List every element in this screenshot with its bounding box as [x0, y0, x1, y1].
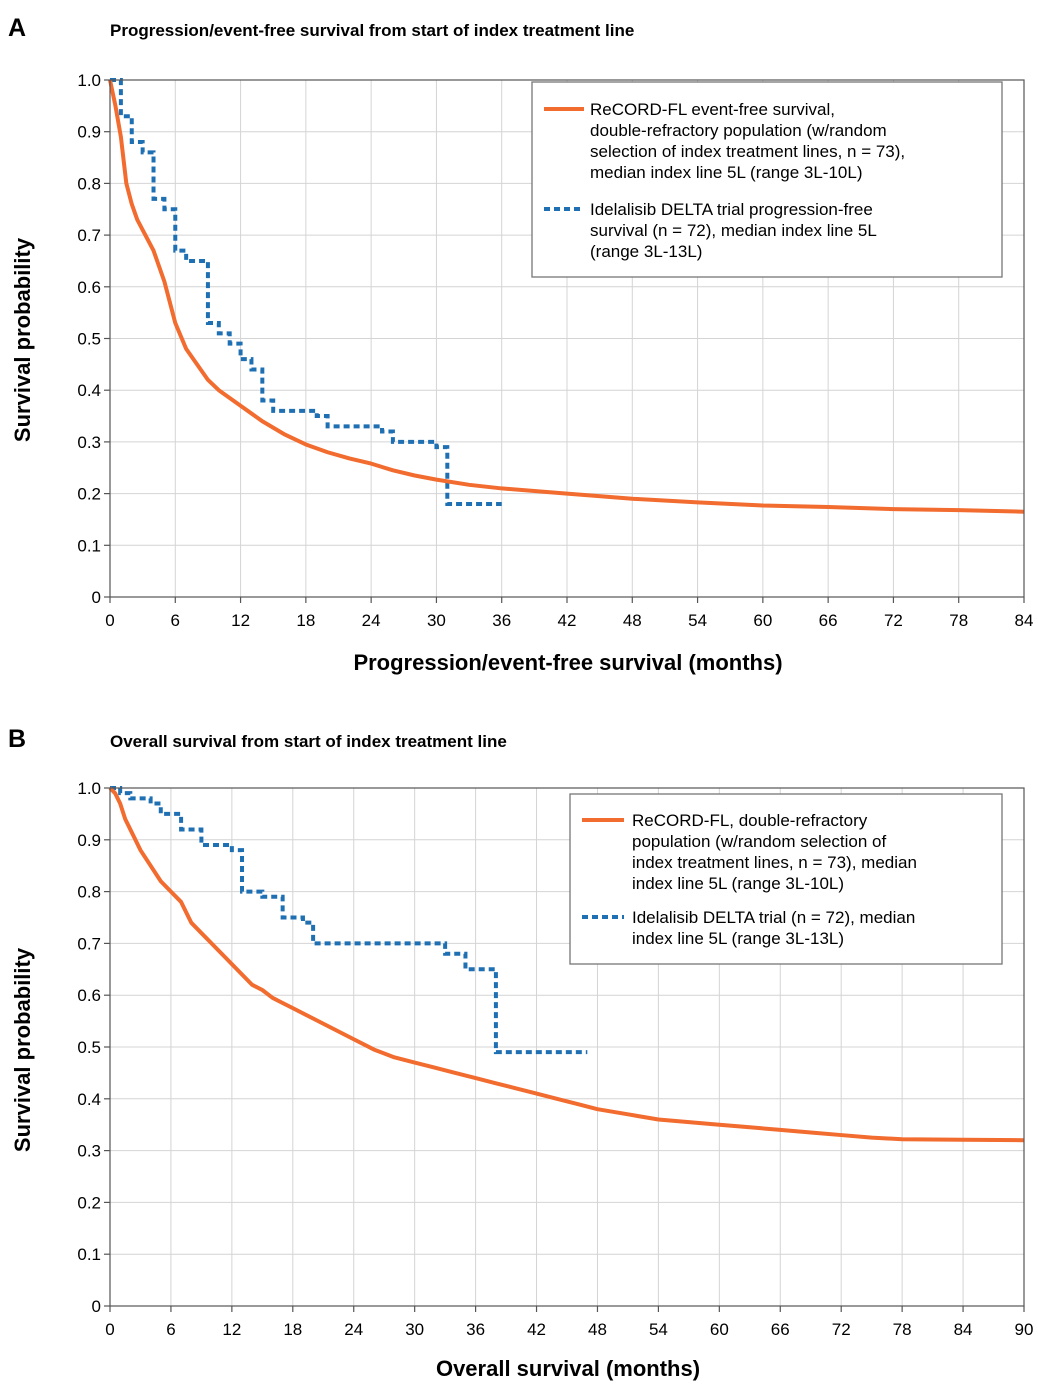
panel-a-title: Progression/event-free survival from sta…	[110, 21, 634, 40]
panel-b-y-tick-label: 0.2	[77, 1193, 101, 1212]
panel-a-y-tick-label: 0.2	[77, 485, 101, 504]
panel-b-x-tick-label: 18	[283, 1320, 302, 1339]
panel-a-x-tick-label: 18	[296, 611, 315, 630]
panel-a-ticks: 0 6 12 18 24 30 36 42 48 54 60 66 72 78 84 0 0.1 0.2 0.3 0.…	[77, 71, 1033, 630]
panel-a-x-tick-label: 30	[427, 611, 446, 630]
panel-b-legend-delta-line-2: index line 5L (range 3L-13L)	[632, 929, 844, 948]
panel-a-x-tick-label: 54	[688, 611, 707, 630]
panel-a-x-tick-label: 72	[884, 611, 903, 630]
panel-a-y-axis-title: Survival probability	[10, 237, 35, 442]
panel-b-legend-recordfl-line-4: index line 5L (range 3L-10L)	[632, 874, 844, 893]
panel-a-y-tick-label: 0.9	[77, 123, 101, 142]
panel-b-y-tick-label: 0.5	[77, 1038, 101, 1057]
panel-b-x-tick-label: 12	[222, 1320, 241, 1339]
panel-a-series-recordfl	[108, 79, 1025, 514]
panel-b-x-tick-label: 72	[832, 1320, 851, 1339]
panel-a-x-tick-label: 0	[105, 611, 114, 630]
panel-a-x-tick-label: 12	[231, 611, 250, 630]
panel-b-x-tick-label: 30	[405, 1320, 424, 1339]
panel-b-x-tick-label: 42	[527, 1320, 546, 1339]
panel-a-x-tick-label: 36	[492, 611, 511, 630]
panel-a-legend-delta-line-1: Idelalisib DELTA trial progression-free	[590, 200, 873, 219]
panel-a-y-tick-label: 0.8	[77, 174, 101, 193]
panel-a-legend-recordfl-line-4: median index line 5L (range 3L-10L)	[590, 163, 863, 182]
panel-b-x-tick-label: 54	[649, 1320, 668, 1339]
panel-b-legend-recordfl-line-3: index treatment lines, n = 73), median	[632, 853, 917, 872]
panel-b-legend-delta-line-1: Idelalisib DELTA trial (n = 72), median	[632, 908, 915, 927]
panel-a-y-tick-label: 0.7	[77, 226, 101, 245]
panel-a-y-tick-label: 0.4	[77, 381, 101, 400]
panel-b-y-tick-label: 0.6	[77, 986, 101, 1005]
panel-b-y-tick-label: 0.8	[77, 883, 101, 902]
panel-a-y-tick-label: 0.6	[77, 278, 101, 297]
panel-b-series	[108, 786, 1025, 1143]
panel-a-legend-recordfl-line-3: selection of index treatment lines, n = …	[590, 142, 905, 161]
panel-b-x-tick-label: 66	[771, 1320, 790, 1339]
panel-b-x-tick-label: 48	[588, 1320, 607, 1339]
panel-b-legend-box	[569, 793, 1003, 965]
panel-a-legend: ReCORD-FL event-free survival, double-re…	[531, 81, 1003, 278]
panel-a: A Progression/event-free survival from s…	[8, 14, 1033, 675]
panel-b: B Overall survival from start of index t…	[8, 725, 1033, 1381]
panel-b-series-delta	[110, 786, 588, 1055]
panel-b-legend-recordfl-line-2: population (w/random selection of	[632, 832, 886, 851]
panel-a-y-tick-label: 0	[92, 588, 101, 607]
panel-a-y-tick-label: 0.3	[77, 433, 101, 452]
panel-b-y-axis-title: Survival probability	[10, 947, 35, 1152]
panel-b-ticks: 0 6 12 18 24 30 36 42 48 54 60 66 72 78 84 90 0 0.1 0.2 0.3…	[77, 779, 1033, 1339]
panel-a-y-tick-label: 1.0	[77, 71, 101, 90]
panel-b-x-axis-title: Overall survival (months)	[436, 1356, 700, 1381]
panel-b-x-tick-label: 60	[710, 1320, 729, 1339]
panel-a-x-tick-label: 42	[558, 611, 577, 630]
panel-a-legend-delta-line-3: (range 3L-13L)	[590, 242, 702, 261]
panel-b-x-tick-label: 90	[1015, 1320, 1034, 1339]
panel-b-title: Overall survival from start of index tre…	[110, 732, 507, 751]
panel-b-x-tick-label: 0	[105, 1320, 114, 1339]
panel-b-y-tick-label: 0.9	[77, 831, 101, 850]
panel-a-legend-recordfl-line-1: ReCORD-FL event-free survival,	[590, 100, 835, 119]
panel-b-y-tick-label: 0.1	[77, 1245, 101, 1264]
panel-b-y-tick-label: 0.4	[77, 1090, 101, 1109]
panel-a-x-tick-label: 6	[171, 611, 180, 630]
panel-a-legend-delta-line-2: survival (n = 72), median index line 5L	[590, 221, 877, 240]
panel-b-y-tick-label: 0.3	[77, 1142, 101, 1161]
panel-a-letter: A	[8, 14, 26, 42]
panel-a-y-tick-label: 0.5	[77, 330, 101, 349]
panel-a-y-tick-label: 0.1	[77, 536, 101, 555]
panel-b-x-tick-label: 36	[466, 1320, 485, 1339]
panel-a-x-tick-label: 78	[949, 611, 968, 630]
panel-b-legend-recordfl-line-1: ReCORD-FL, double-refractory	[632, 811, 868, 830]
panel-a-x-tick-label: 24	[362, 611, 381, 630]
panel-b-letter: B	[8, 725, 26, 753]
panel-a-x-tick-label: 84	[1015, 611, 1034, 630]
panel-b-y-tick-label: 0.7	[77, 934, 101, 953]
panel-b-x-tick-label: 78	[893, 1320, 912, 1339]
panel-a-x-tick-label: 66	[819, 611, 838, 630]
panel-b-x-tick-label: 24	[344, 1320, 363, 1339]
panel-b-legend: ReCORD-FL, double-refractory population …	[569, 793, 1003, 965]
panel-a-x-tick-label: 48	[623, 611, 642, 630]
panel-b-y-tick-label: 1.0	[77, 779, 101, 798]
panel-a-series	[108, 78, 1025, 514]
panel-a-x-tick-label: 60	[753, 611, 772, 630]
panel-b-x-tick-label: 6	[166, 1320, 175, 1339]
panel-b-series-recordfl	[108, 786, 1025, 1143]
panel-a-legend-recordfl-line-2: double-refractory population (w/random	[590, 121, 887, 140]
panel-b-x-tick-label: 84	[954, 1320, 973, 1339]
panel-a-legend-box	[531, 81, 1003, 278]
panel-a-series-delta	[110, 78, 502, 506]
panel-a-x-axis-title: Progression/event-free survival (months)	[353, 650, 782, 675]
panel-b-y-tick-label: 0	[92, 1297, 101, 1316]
